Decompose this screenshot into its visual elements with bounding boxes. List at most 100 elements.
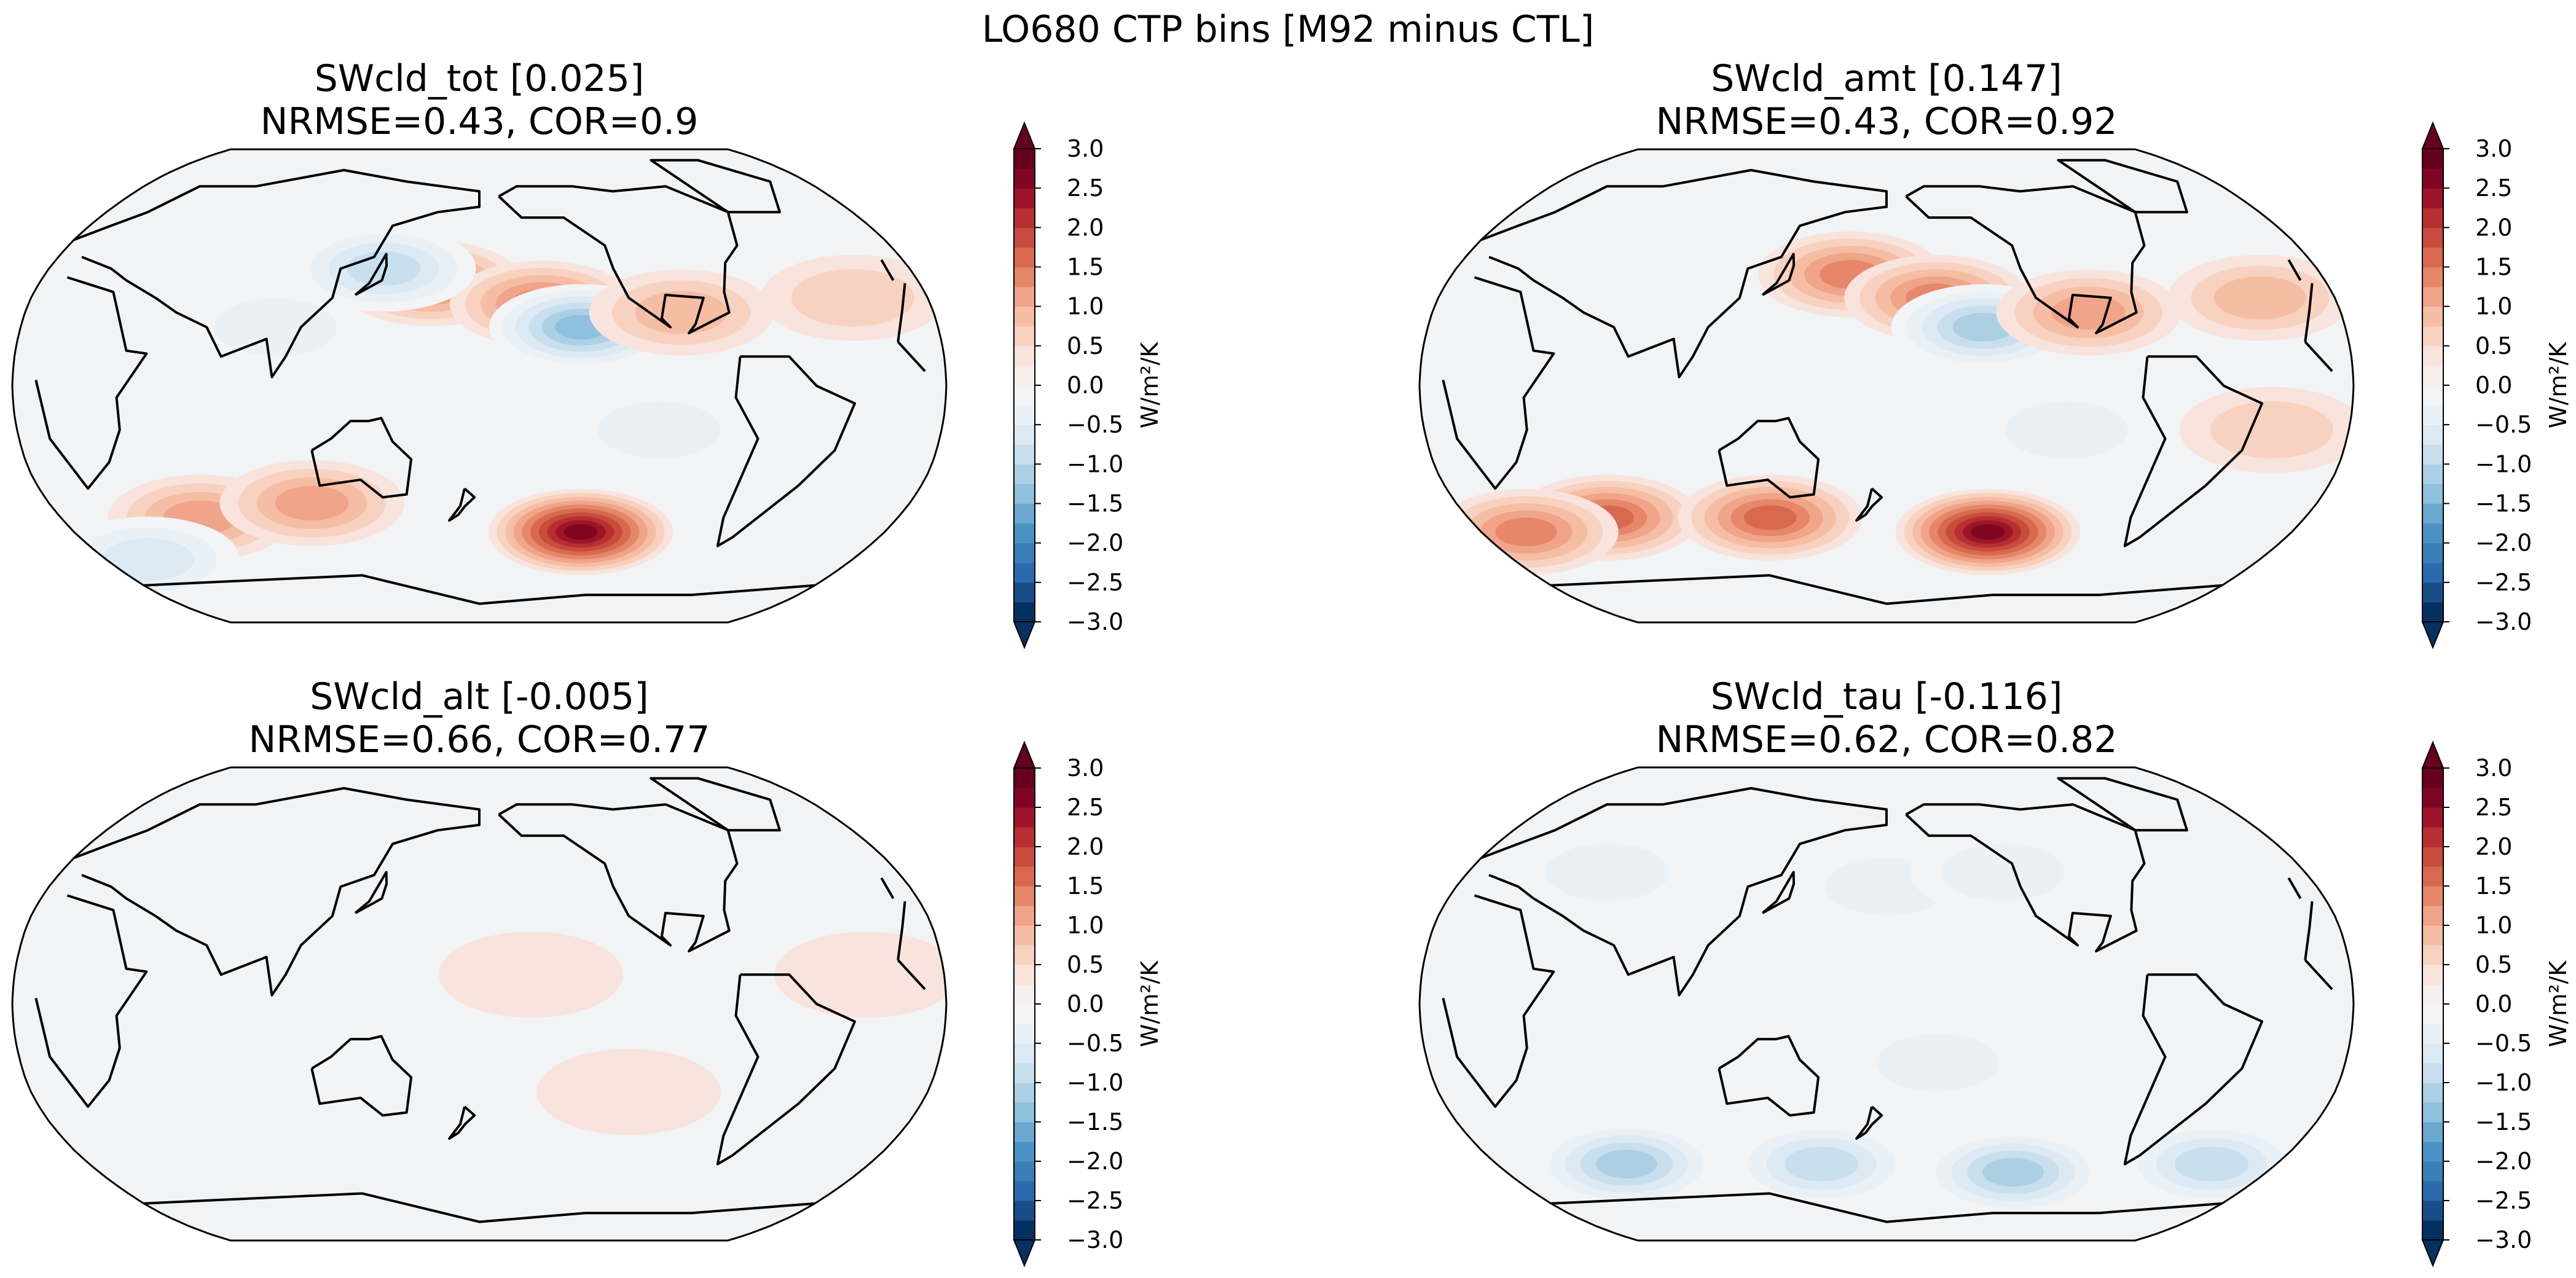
colorbar-segment — [2422, 925, 2443, 946]
colorbar-tick-label: 0.0 — [2475, 990, 2512, 1017]
map-border — [11, 148, 948, 624]
coastline-3 — [1905, 185, 2146, 335]
anomaly-10 — [2210, 401, 2333, 459]
coastline-8 — [143, 574, 815, 605]
colorbar-label: W/m²/K — [1136, 342, 1163, 428]
colorbar-segment — [1014, 326, 1035, 347]
colorbar-tick-label: −2.0 — [1067, 1148, 1123, 1175]
panel-title: SWcld_tau [-0.116] — [1710, 675, 2063, 718]
colorbar-tick-label: −0.5 — [2475, 411, 2532, 438]
colorbar-tick-label: 3.0 — [1067, 755, 1104, 782]
colorbar-tick-label: 2.0 — [1067, 214, 1104, 241]
coastline-2 — [310, 1035, 413, 1117]
colorbar-tick-label: −3.0 — [1067, 608, 1123, 635]
colorbar-tick-label: −2.0 — [2475, 530, 2532, 557]
colorbar-segment — [2422, 464, 2443, 485]
colorbar-segment — [2422, 906, 2443, 926]
colorbar-segment — [1014, 484, 1035, 504]
anomaly-11 — [791, 269, 914, 327]
coastline-5 — [650, 777, 781, 832]
coastline-8 — [143, 1192, 815, 1223]
colorbar-segment — [1014, 543, 1035, 563]
colorbar-segment — [1014, 365, 1035, 386]
colorbar-segment — [1014, 1004, 1035, 1024]
colorbar-segment — [1014, 1083, 1035, 1103]
colorbar-label: W/m²/K — [2545, 342, 2572, 428]
colorbar-extend-max — [1013, 121, 1036, 149]
colorbar-segment — [2422, 1063, 2443, 1083]
coastline-2 — [1718, 417, 1820, 499]
colorbar-segment — [2422, 965, 2443, 985]
colorbar-segment — [1014, 1024, 1035, 1044]
coastline-2 — [1718, 1035, 1820, 1117]
map-panel-SWcld_amt — [1420, 149, 2354, 622]
colorbar-segment — [2422, 208, 2443, 228]
colorbar-tick-label: 2.0 — [2475, 214, 2512, 241]
colorbar-segment — [2422, 425, 2443, 445]
colorbar-segment — [1014, 444, 1035, 465]
anomaly-4 — [1785, 1147, 1859, 1182]
panel-subtitle: NRMSE=0.66, COR=0.77 — [248, 718, 710, 761]
colorbar-segment — [2422, 1142, 2443, 1162]
colorbar-segment — [2422, 1024, 2443, 1044]
colorbar-segment — [1014, 602, 1035, 622]
anomaly-4 — [564, 524, 598, 540]
colorbar-segment — [2422, 247, 2443, 268]
colorbar-segment — [2422, 788, 2443, 808]
colorbar-segment — [1014, 807, 1035, 828]
map-border — [1418, 766, 2355, 1242]
colorbar-segment — [1014, 1043, 1035, 1064]
colorbar-tick-label: 1.5 — [1067, 872, 1104, 900]
map-border — [1418, 148, 2355, 624]
colorbar-segment — [1014, 945, 1035, 965]
colorbar-segment — [1014, 1181, 1035, 1201]
colorbar-segment — [2422, 227, 2443, 248]
colorbar: 3.0 2.5 2.0 1.5 1.0 0.5 0.0 −0.5 −1.0 −1.5 −2.0 −2.… — [1013, 740, 1163, 1268]
colorbar-tick-label: −1.5 — [1067, 490, 1123, 517]
colorbar-tick-label: −3.0 — [2475, 1226, 2532, 1253]
panel-title: SWcld_alt [-0.005] — [310, 675, 649, 718]
coastline-4 — [716, 355, 856, 547]
colorbar-extend-min — [2421, 1239, 2444, 1268]
colorbar-segment — [1014, 1142, 1035, 1162]
panel-subtitle: NRMSE=0.62, COR=0.82 — [1655, 718, 2118, 761]
colorbar-segment — [2422, 365, 2443, 386]
colorbar-tick-label: −2.5 — [1067, 569, 1123, 596]
colorbar-segment — [1014, 385, 1035, 406]
colorbar-extend-min — [1013, 621, 1036, 649]
colorbar-segment — [2422, 807, 2443, 828]
colorbar-tick-label: −1.5 — [2475, 490, 2532, 517]
panel-title: SWcld_amt [0.147] — [1711, 57, 2062, 100]
anomaly-2 — [1545, 843, 1669, 901]
colorbar-segment — [2422, 1102, 2443, 1123]
coastline-2 — [310, 417, 413, 499]
colorbar-segment — [1014, 345, 1035, 366]
coastline-8 — [1550, 574, 2223, 605]
colorbar-tick-label: 2.5 — [1067, 794, 1104, 821]
anomaly-5 — [1743, 505, 1797, 530]
colorbar-extend-max — [2421, 121, 2444, 149]
colorbar-segment — [1014, 1220, 1035, 1241]
colorbar-segment — [1014, 267, 1035, 288]
colorbar-segment — [1014, 306, 1035, 327]
colorbar-segment — [1014, 286, 1035, 307]
colorbar: 3.0 2.5 2.0 1.5 1.0 0.5 0.0 −0.5 −1.0 −1.5 −2.0 −2.… — [2421, 740, 2572, 1268]
colorbar-segment — [1014, 827, 1035, 847]
colorbar-extend-max — [1013, 740, 1036, 769]
anomaly-3 — [774, 931, 946, 1018]
colorbar-tick-label: 0.0 — [1067, 990, 1104, 1017]
colorbar-tick-label: 1.5 — [1067, 254, 1104, 281]
colorbar-segment — [2422, 1201, 2443, 1221]
coastline-7 — [448, 1105, 476, 1140]
map-border — [11, 766, 948, 1242]
colorbar-extend-min — [1013, 1239, 1036, 1268]
colorbar-segment — [1014, 866, 1035, 887]
colorbar-tick-label: −1.0 — [2475, 450, 2532, 477]
colorbar-segment — [2422, 405, 2443, 425]
colorbar-segment — [1014, 503, 1035, 524]
colorbar-tick-label: −3.0 — [2475, 608, 2532, 635]
colorbar-segment — [2422, 345, 2443, 366]
colorbar-segment — [2422, 286, 2443, 307]
colorbar-tick-label: 1.0 — [1067, 912, 1104, 939]
